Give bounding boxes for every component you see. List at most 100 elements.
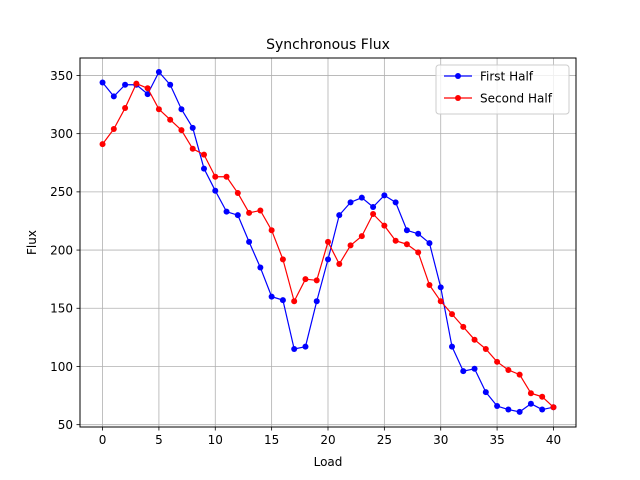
- data-point: [370, 210, 377, 217]
- data-point: [189, 124, 196, 131]
- data-point: [246, 209, 253, 216]
- series-1: [99, 68, 557, 415]
- data-point: [133, 80, 140, 87]
- data-point: [494, 358, 501, 365]
- legend-item: First Half: [444, 69, 534, 83]
- data-point: [291, 346, 298, 353]
- y-tick-label: 350: [50, 69, 73, 83]
- y-tick-label: 200: [50, 243, 73, 257]
- data-point: [223, 173, 230, 180]
- data-point: [471, 336, 478, 343]
- data-point: [437, 298, 444, 305]
- data-point: [426, 281, 433, 288]
- data-point: [347, 242, 354, 249]
- data-point: [279, 297, 286, 304]
- data-point: [246, 238, 253, 245]
- y-tick-label: 300: [50, 127, 73, 141]
- data-point: [505, 406, 512, 413]
- data-point: [110, 93, 117, 100]
- data-point: [392, 199, 399, 206]
- data-point: [527, 400, 534, 407]
- data-point: [279, 256, 286, 263]
- data-point: [110, 126, 117, 133]
- data-point: [336, 212, 343, 219]
- data-point: [325, 238, 331, 245]
- y-tick-label: 250: [50, 185, 73, 199]
- data-point: [223, 208, 230, 215]
- data-point: [99, 79, 106, 86]
- legend-marker: [455, 95, 461, 101]
- data-point: [167, 116, 174, 123]
- data-point: [313, 298, 320, 305]
- y-axis: 50 100 150 200 250 300 350: [50, 69, 80, 432]
- x-axis: 0 5 10 15 20 25 30 35 40: [99, 427, 561, 447]
- data-point: [347, 199, 354, 206]
- data-point: [494, 403, 501, 410]
- legend-item: Second Half: [444, 91, 553, 105]
- data-point: [313, 277, 320, 284]
- data-point: [99, 141, 106, 148]
- data-point: [257, 264, 264, 271]
- data-point: [257, 207, 264, 214]
- data-point: [550, 404, 557, 411]
- data-point: [460, 323, 467, 330]
- data-point: [201, 151, 207, 158]
- data-point: [516, 408, 523, 415]
- legend-marker: [455, 73, 461, 79]
- data-point: [381, 192, 388, 199]
- data-point: [449, 343, 455, 350]
- data-point: [437, 284, 444, 291]
- series-2: [99, 80, 557, 411]
- x-tick-label: 40: [546, 433, 561, 447]
- data-point: [302, 276, 309, 283]
- data-point: [268, 293, 275, 300]
- data-point: [178, 106, 185, 113]
- data-point: [268, 227, 275, 234]
- legend-label: Second Half: [480, 91, 553, 105]
- data-point: [392, 237, 399, 244]
- y-tick-label: 50: [58, 418, 73, 432]
- data-point: [415, 230, 422, 237]
- data-point: [122, 81, 129, 88]
- data-point: [516, 371, 523, 378]
- data-point: [155, 68, 162, 75]
- data-point: [144, 91, 151, 98]
- data-point: [403, 227, 410, 234]
- data-point: [234, 212, 241, 219]
- data-point: [426, 240, 433, 247]
- data-point: [212, 173, 219, 180]
- data-point: [234, 190, 241, 197]
- data-point: [144, 85, 151, 92]
- y-axis-label: Flux: [25, 230, 39, 255]
- data-point: [482, 389, 489, 396]
- x-tick-label: 10: [208, 433, 223, 447]
- data-point: [212, 187, 219, 194]
- x-tick-label: 30: [433, 433, 448, 447]
- data-point: [415, 249, 422, 256]
- x-tick-label: 35: [489, 433, 504, 447]
- data-point: [358, 233, 365, 240]
- data-point: [155, 106, 162, 113]
- x-tick-label: 20: [320, 433, 335, 447]
- y-tick-label: 100: [50, 360, 73, 374]
- series-layer: [99, 68, 557, 415]
- chart-title: Synchronous Flux: [266, 37, 390, 53]
- data-point: [201, 165, 207, 172]
- data-point: [189, 145, 196, 152]
- data-point: [178, 127, 185, 134]
- data-point: [336, 261, 343, 268]
- data-point: [403, 241, 410, 248]
- x-tick-label: 0: [99, 433, 107, 447]
- grid: [80, 58, 576, 427]
- data-point: [539, 406, 546, 413]
- data-point: [291, 298, 298, 305]
- data-point: [539, 393, 546, 400]
- data-point: [482, 346, 489, 353]
- data-point: [460, 368, 467, 375]
- data-point: [302, 343, 309, 350]
- x-tick-label: 5: [155, 433, 163, 447]
- data-point: [370, 203, 377, 210]
- data-point: [505, 366, 512, 373]
- data-point: [381, 222, 388, 229]
